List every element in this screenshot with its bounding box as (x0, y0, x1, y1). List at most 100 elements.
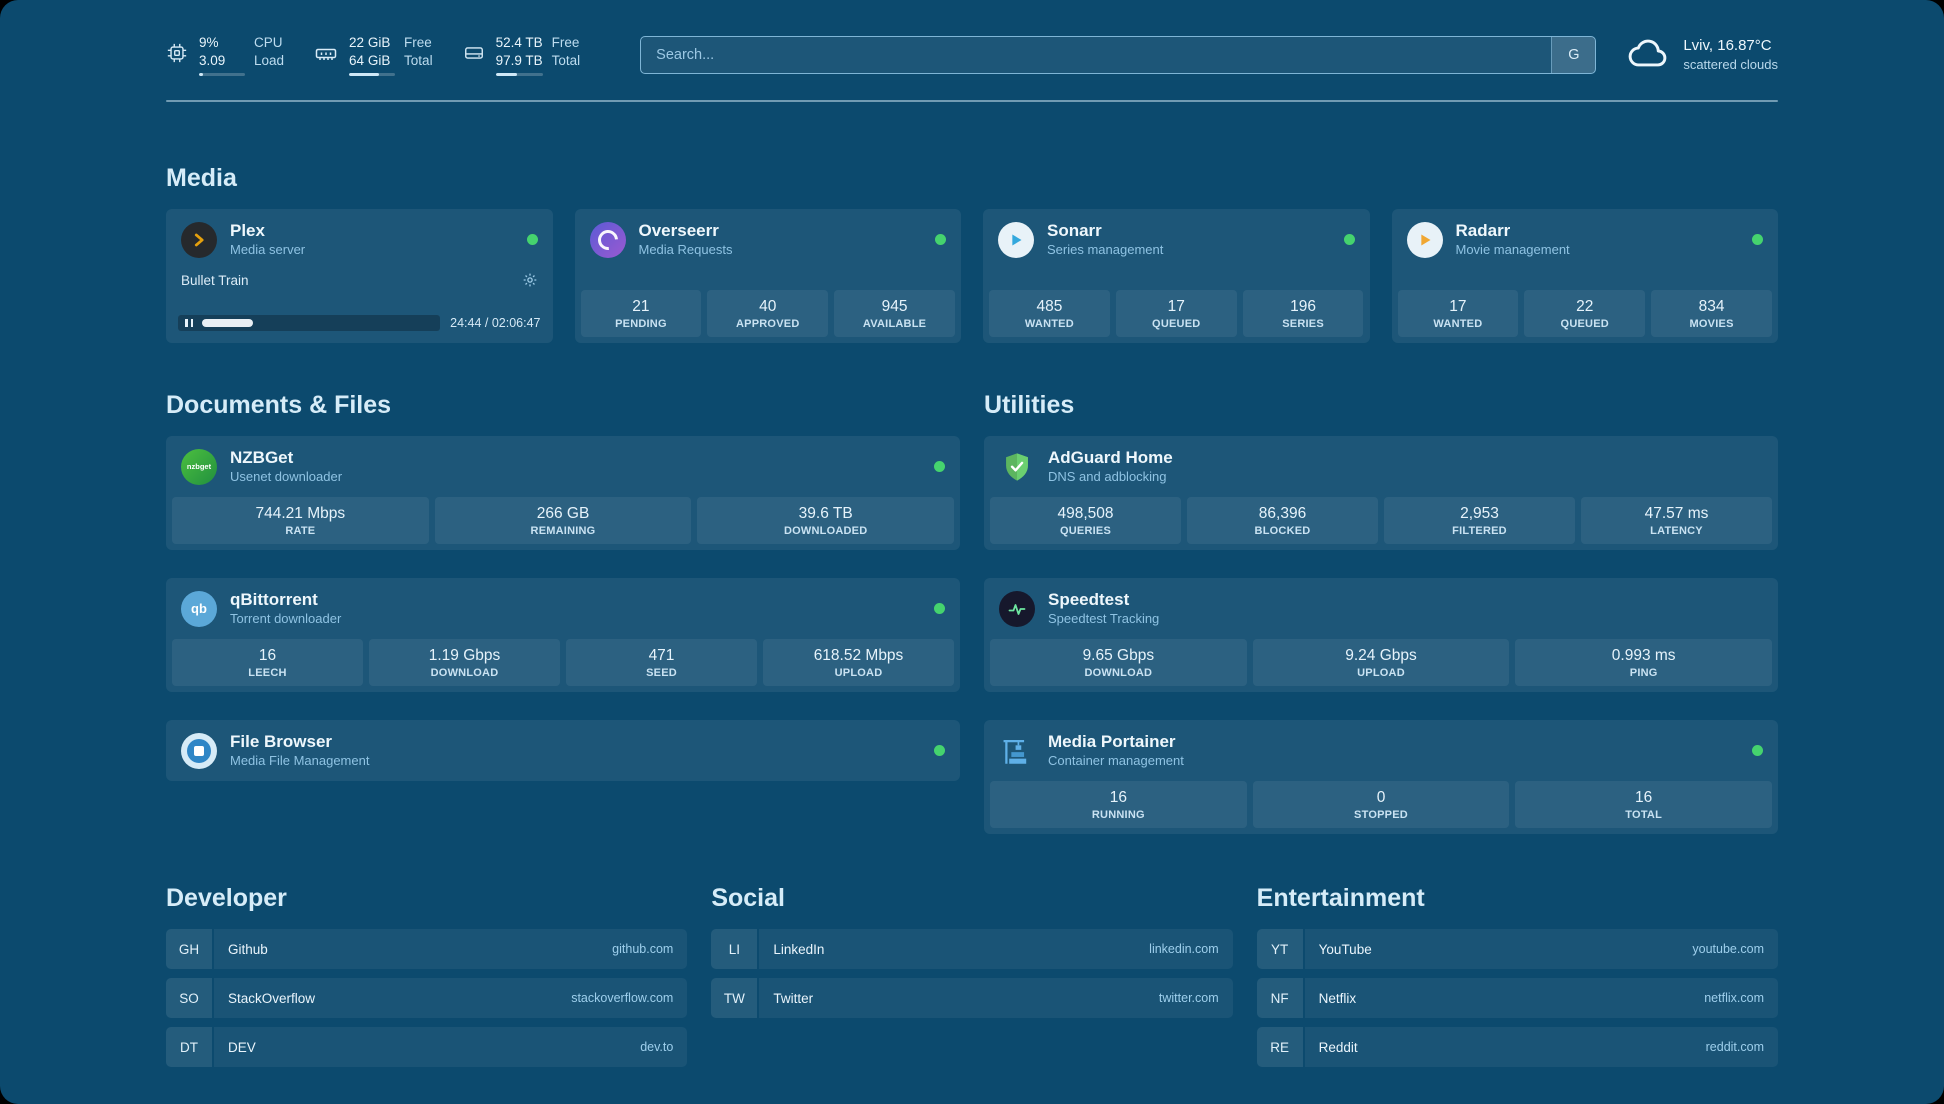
stat-value: 0 (1376, 789, 1386, 807)
media-cards-row: Plex Media server Bullet Train 24:44 / 0… (166, 209, 1778, 344)
bookmark-row-youtube[interactable]: YT YouTube youtube.com (1256, 929, 1778, 970)
stat-label: DOWNLOAD (1084, 667, 1153, 680)
bookmark-row-stackoverflow[interactable]: SO StackOverflow stackoverflow.com (166, 978, 688, 1019)
stat: 40 APPROVED (707, 290, 829, 338)
now-playing-title: Bullet Train (181, 272, 249, 288)
gear-icon[interactable] (522, 272, 538, 288)
pause-button[interactable] (185, 319, 195, 328)
bookmark-url: github.com (612, 942, 674, 957)
stat-value: 16 (1635, 789, 1653, 807)
player-row: 24:44 / 02:06:47 (166, 309, 553, 343)
memory-total-value: 64 GiB (349, 52, 391, 68)
service-card-nzbget[interactable]: nzbget NZBGet Usenet downloader 744.21 M… (166, 436, 960, 551)
disk-usage-bar-fill (495, 73, 518, 77)
bookmark-name: Reddit (1318, 1039, 1358, 1055)
stat-value: 40 (759, 298, 777, 316)
stat: 86,396 BLOCKED (1187, 497, 1378, 545)
bookmark-name: YouTube (1318, 941, 1372, 957)
service-card-sonarr[interactable]: Sonarr Series management 485 WANTED 17 Q… (983, 209, 1370, 344)
stat-label: REMAINING (530, 525, 596, 538)
stat-label: BLOCKED (1254, 525, 1311, 538)
service-subtitle: Torrent downloader (230, 611, 342, 627)
service-subtitle: Movie management (1455, 242, 1570, 258)
disk-widget: 52.4 TB 97.9 TB Free Total (463, 34, 581, 77)
disk-total-value: 97.9 TB (495, 52, 543, 68)
bookmark-row-netflix[interactable]: NF Netflix netflix.com (1256, 978, 1778, 1019)
cpu-usage-bar (199, 73, 245, 77)
stat: 0.993 ms PING (1515, 639, 1773, 687)
disk-total-label: Total (551, 52, 581, 68)
bookmark-url: dev.to (640, 1040, 674, 1055)
stat-label: PENDING (615, 318, 667, 331)
sonarr-icon (998, 221, 1034, 258)
service-subtitle: Media server (230, 242, 306, 258)
stat: 266 GB REMAINING (434, 497, 692, 545)
memory-total-label: Total (404, 52, 433, 68)
service-title: NZBGet (230, 448, 294, 468)
service-card-adguard[interactable]: AdGuard Home DNS and adblocking 498,508 … (984, 436, 1778, 551)
service-title: File Browser (230, 732, 333, 752)
section-title-documents: Documents & Files (166, 391, 392, 420)
bookmark-row-dev[interactable]: DT DEV dev.to (166, 1027, 688, 1068)
stat: 471 SEED (566, 639, 757, 687)
stat-label: TOTAL (1625, 809, 1663, 822)
service-card-portainer[interactable]: Media Portainer Container management 16 … (984, 720, 1778, 835)
bookmark-url: twitter.com (1158, 991, 1219, 1006)
stat-value: 498,508 (1057, 505, 1114, 523)
cpu-load-label: Load (254, 52, 285, 68)
stat-label: WANTED (1433, 318, 1483, 331)
stat-label: STOPPED (1354, 809, 1408, 822)
bookmark-abbr: GH (166, 929, 212, 970)
speedtest-icon (999, 590, 1035, 627)
stat-label: RUNNING (1091, 809, 1145, 822)
stat: 17 QUEUED (1115, 290, 1237, 338)
cpu-widget: 9% 3.09 CPU Load (166, 34, 285, 77)
cpu-usage-value: 9% (199, 35, 219, 50)
section-title-entertainment: Entertainment (1256, 884, 1425, 913)
search-provider-button[interactable]: G (1551, 37, 1596, 74)
bookmark-name: Twitter (773, 990, 814, 1006)
stat-value: 0.993 ms (1611, 647, 1676, 665)
stat-value: 17 (1449, 298, 1467, 316)
stat: 1.19 Gbps DOWNLOAD (369, 639, 560, 687)
memory-usage-bar (349, 73, 396, 77)
progress-bar[interactable] (178, 315, 441, 332)
service-card-plex[interactable]: Plex Media server Bullet Train 24:44 / 0… (166, 209, 553, 344)
stat-value: 17 (1167, 298, 1185, 316)
stat: 744.21 Mbps RATE (172, 497, 429, 545)
bookmark-row-github[interactable]: GH Github github.com (166, 929, 688, 970)
service-card-qbittorrent[interactable]: qb qBittorrent Torrent downloader 16 LEE… (166, 578, 960, 693)
bookmark-row-reddit[interactable]: RE Reddit reddit.com (1256, 1027, 1778, 1068)
stat-value: 485 (1036, 298, 1063, 316)
topbar: 9% 3.09 CPU Load 22 GiB 64 GiB (166, 34, 1778, 77)
stat: 618.52 Mbps UPLOAD (763, 639, 954, 687)
bookmark-url: stackoverflow.com (571, 991, 674, 1006)
search-input[interactable] (641, 37, 1552, 74)
stat-label: DOWNLOAD (430, 667, 499, 680)
service-card-radarr[interactable]: Radarr Movie management 17 WANTED 22 QUE… (1391, 209, 1778, 344)
stat-label: LEECH (248, 667, 287, 680)
bookmark-name: Netflix (1318, 990, 1357, 1006)
stat: 498,508 QUERIES (990, 497, 1181, 545)
stat-label: RATE (285, 525, 316, 538)
bookmark-name: LinkedIn (773, 941, 825, 957)
bookmark-url: youtube.com (1692, 942, 1764, 957)
cloud-icon (1626, 36, 1670, 75)
stat-value: 196 (1290, 298, 1316, 316)
stat-label: PING (1629, 667, 1658, 680)
service-title: Speedtest (1048, 590, 1130, 610)
bookmark-abbr: RE (1256, 1027, 1303, 1068)
bookmark-row-twitter[interactable]: TW Twitter twitter.com (711, 978, 1233, 1019)
section-title-utilities: Utilities (984, 391, 1075, 420)
service-card-overseerr[interactable]: Overseerr Media Requests 21 PENDING 40 A… (574, 209, 961, 344)
service-card-speedtest[interactable]: Speedtest Speedtest Tracking 9.65 Gbps D… (984, 578, 1778, 693)
stat: 945 AVAILABLE (834, 290, 955, 338)
stat-value: 834 (1698, 298, 1725, 316)
service-card-filebrowser[interactable]: File Browser Media File Management (166, 720, 960, 782)
weather-widget: Lviv, 16.87°C scattered clouds (1626, 36, 1778, 75)
service-subtitle: Media File Management (230, 753, 370, 769)
bookmark-row-linkedin[interactable]: LI LinkedIn linkedin.com (711, 929, 1233, 970)
service-title: AdGuard Home (1048, 448, 1173, 468)
service-title: Plex (230, 221, 265, 241)
disk-free-value: 52.4 TB (495, 35, 543, 50)
